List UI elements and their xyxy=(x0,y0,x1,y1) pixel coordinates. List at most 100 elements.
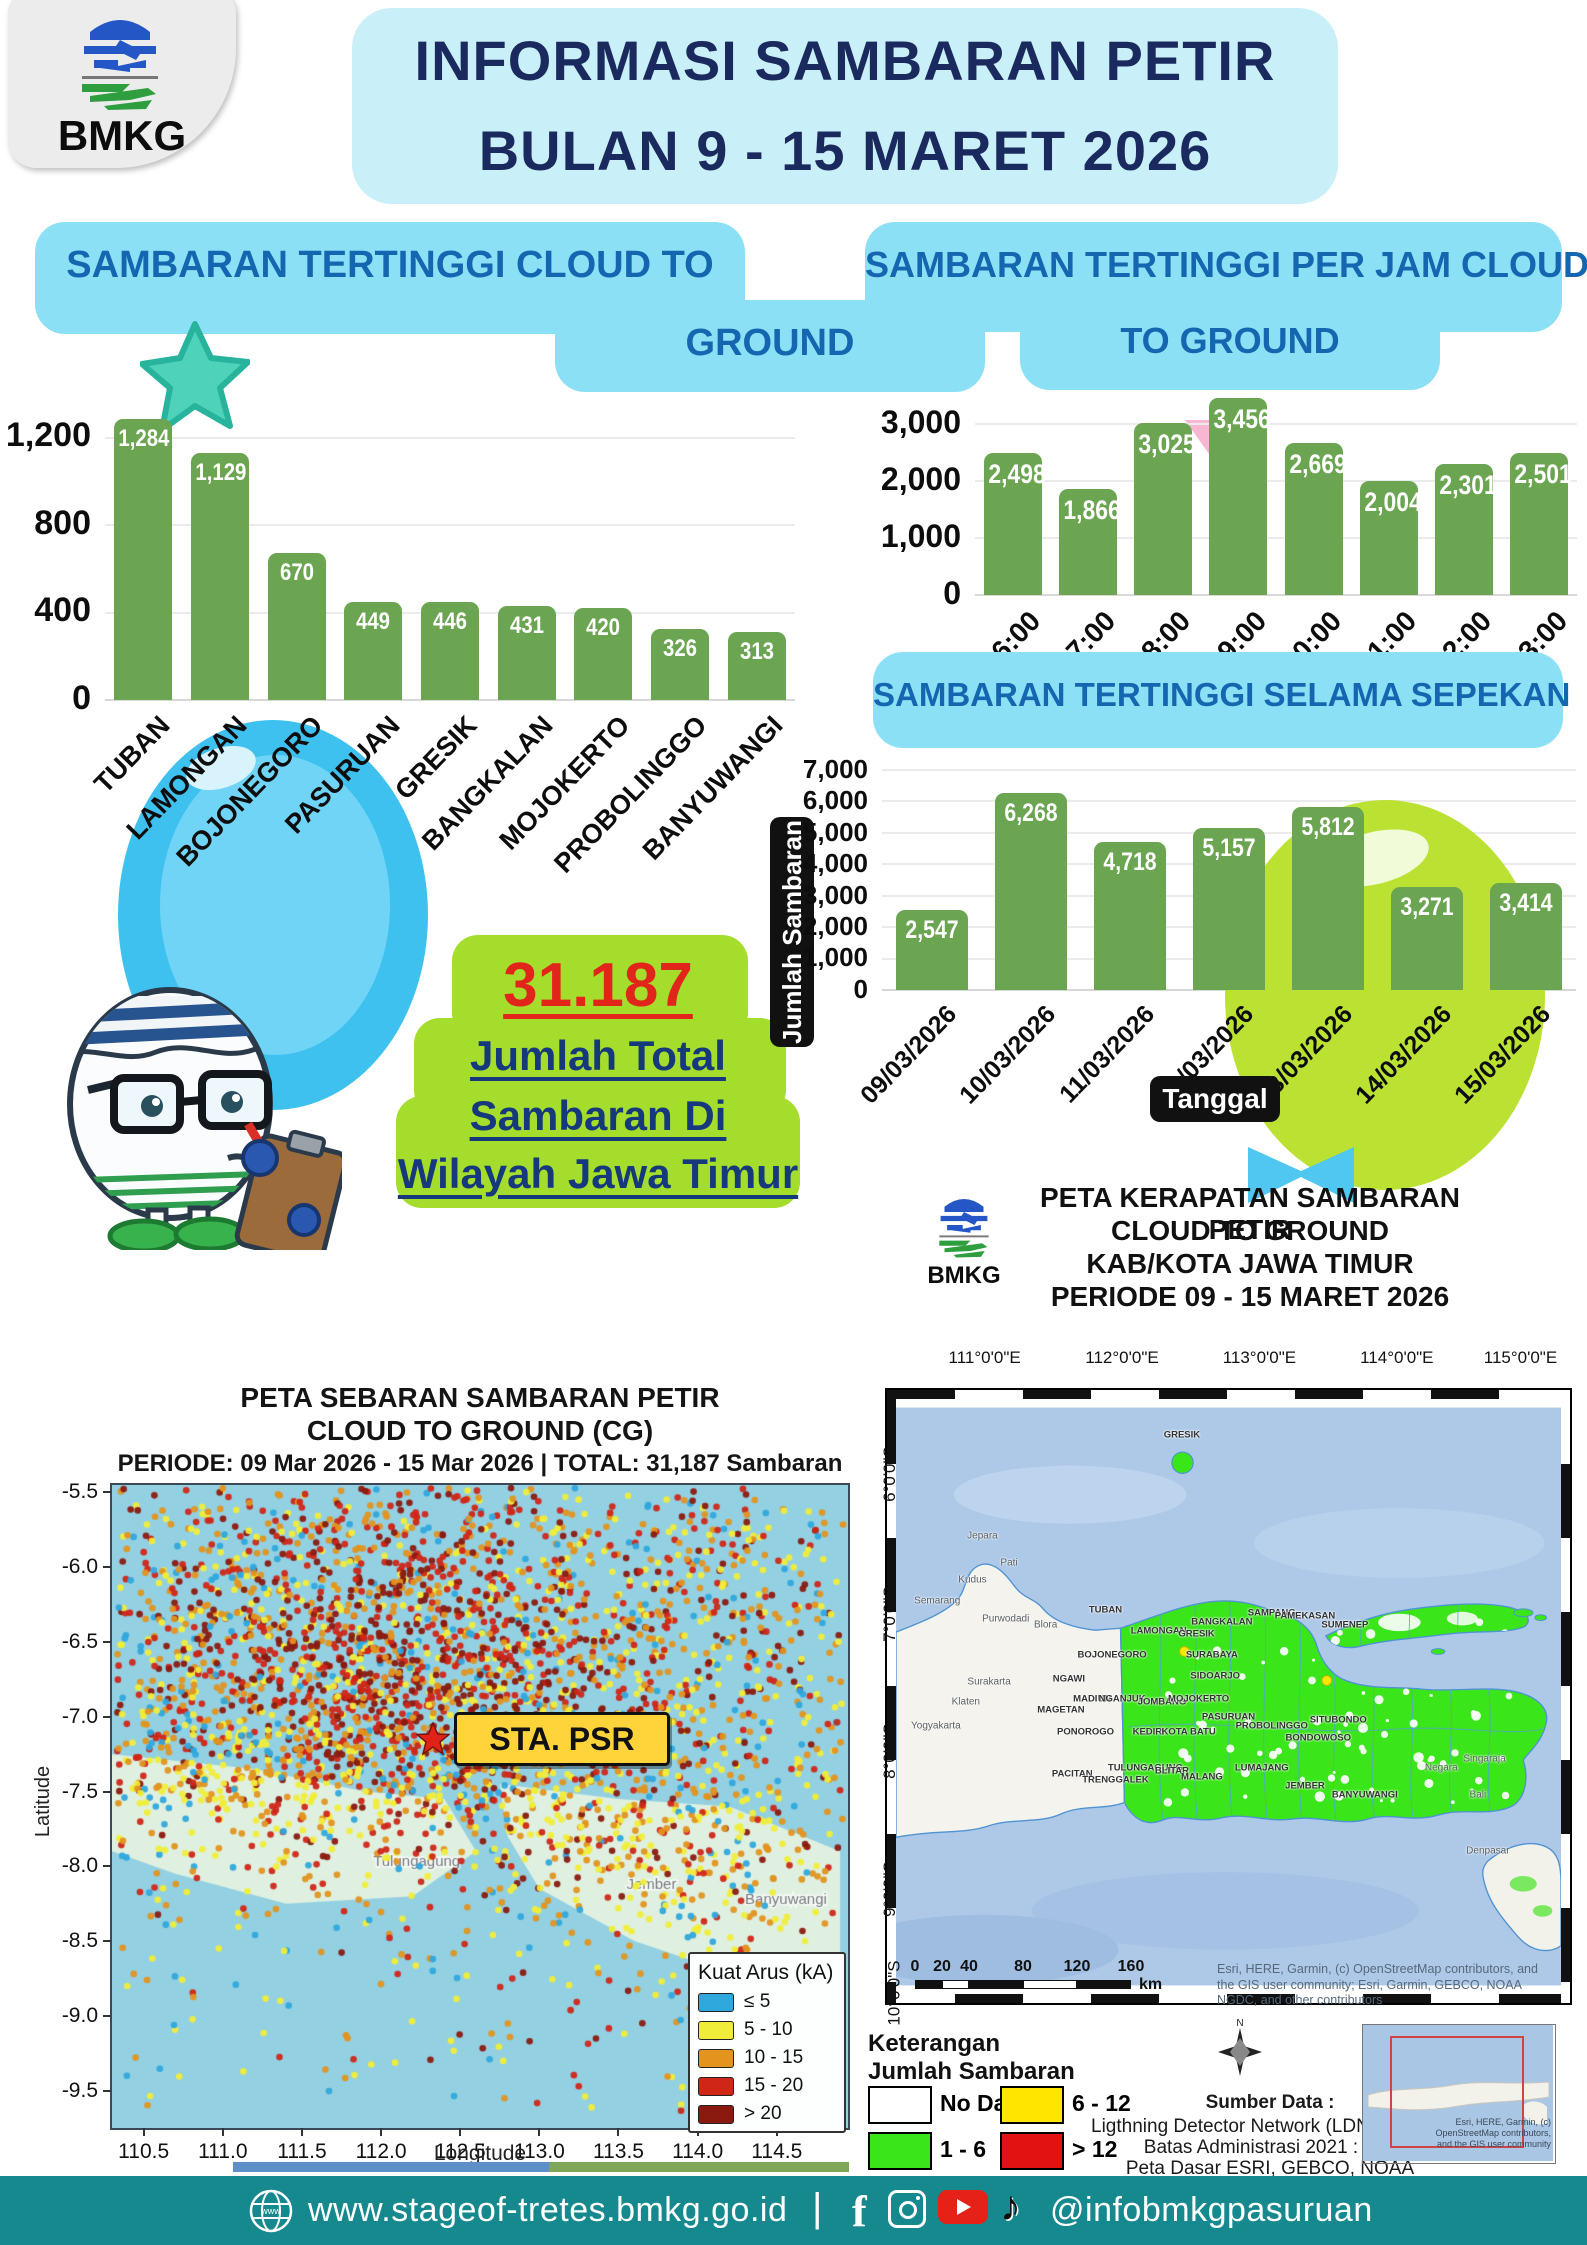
bar-21:00: 2,004 xyxy=(1360,481,1422,595)
frame-strip-left xyxy=(887,1390,896,2003)
bar-value-label: 3,271 xyxy=(1400,893,1454,921)
basemap-city-label: Blora xyxy=(1033,1619,1058,1631)
scatter-ytick: -8.5 xyxy=(61,1929,98,1953)
basemap-city-label: Negara xyxy=(1424,1762,1458,1774)
density-xtick: 114°0'0"E xyxy=(1360,1348,1434,1367)
scatter-xtick: 113.0 xyxy=(513,2140,565,2163)
star-icon xyxy=(140,321,250,433)
y-tick-label: 2,000 xyxy=(880,461,961,498)
weekly-bar-chart: 0 1,000 2,000 3,000 4,000 5,000 6,000 7,000 2,54… xyxy=(803,754,1576,1190)
density-ytick-left: 10°0'0"S xyxy=(884,1960,904,2026)
inset-map-graphic xyxy=(1363,2025,1553,2161)
bar-16:00: 2,498 xyxy=(984,453,1046,595)
bar-value-label: 3,456 xyxy=(1213,404,1271,434)
basemap-city-label: Klaten xyxy=(951,1696,980,1708)
scatter-xtick: 110.5 xyxy=(118,2140,170,2163)
bar-BANGKALAN: 431 xyxy=(498,606,556,700)
youtube-icon xyxy=(938,2190,988,2224)
regency-label: MAGETAN xyxy=(1037,1704,1085,1716)
regency-label: GRESIK xyxy=(1163,1429,1201,1441)
scatter-xtick: 111.0 xyxy=(198,2140,248,2163)
density-legend-label: 1 - 6 xyxy=(940,2136,987,2162)
bar-value-label: 1,866 xyxy=(1063,495,1121,525)
bar-value-label: 431 xyxy=(509,612,545,639)
scatter-ytick: -9.5 xyxy=(61,2078,98,2102)
bar-value-label: 3,414 xyxy=(1499,889,1553,917)
total-line3: Wilayah Jawa Timur xyxy=(397,1150,799,1197)
compass-icon: N xyxy=(1218,2018,1262,2076)
bar-value-label: 2,004 xyxy=(1364,487,1422,517)
footer-divider: | xyxy=(812,2186,823,2230)
regency-label: BLITAR xyxy=(1154,1765,1190,1777)
svg-text:N: N xyxy=(1236,2018,1243,2029)
bar-value-label: 6,268 xyxy=(1004,799,1058,827)
y-tick-label: 0 xyxy=(853,973,868,1004)
regency-label: SURABAYA xyxy=(1185,1649,1238,1661)
east-java-landmass xyxy=(1119,1600,1548,1824)
scatter-title-line3: PERIODE: 09 Mar 2026 - 15 Mar 2026 | TOT… xyxy=(117,1450,843,1477)
legend-item: ≤ 5 xyxy=(698,1991,836,2013)
bar-10/03/2026: 6,268 xyxy=(995,793,1067,990)
regency-label: PROBOLINGGO xyxy=(1235,1720,1308,1732)
density-legend-swatch xyxy=(868,2132,932,2170)
total-box-tier3 xyxy=(396,1096,800,1208)
basemap-city-label: Purwodadi xyxy=(982,1613,1030,1625)
regency-label: BONDOWOSO xyxy=(1285,1732,1351,1744)
density-ytick-left: 8°0'0"S xyxy=(879,1723,899,1780)
lime-circle-decoration xyxy=(1225,800,1545,1190)
frame-strip-right xyxy=(1561,1390,1570,2003)
density-legend-swatch xyxy=(1000,2086,1064,2124)
density-xtick: 112°0'0"E xyxy=(1085,1348,1159,1367)
bar-18:00: 3,025 xyxy=(1134,423,1196,595)
regency-label: TRENGGALEK xyxy=(1082,1774,1149,1786)
bar-20:00: 2,669 xyxy=(1285,443,1347,595)
hourly-title-tab xyxy=(1020,298,1440,390)
source-line1: Ligthning Detector Network (LDN) - BMKG xyxy=(1091,2116,1449,2137)
y-tick-label: 4,000 xyxy=(802,848,868,879)
legend-label: 15 - 20 xyxy=(744,2075,804,2096)
divider-bar-blue xyxy=(233,2162,549,2172)
page-title-line2: BULAN 9 - 15 MARET 2026 xyxy=(478,119,1212,182)
regency-label: TUBAN xyxy=(1088,1604,1123,1616)
regency-label: MOJOKERTO xyxy=(1168,1693,1230,1705)
facebook-icon: f xyxy=(852,2187,867,2236)
hourly-title-line2: TO GROUND xyxy=(1120,320,1340,361)
scalebar-tick: 20 xyxy=(933,1958,951,1975)
basemap-city-label: Bali xyxy=(1469,1789,1487,1801)
regency-label: MALANG xyxy=(1181,1771,1223,1783)
frame-strip-top xyxy=(887,1390,1570,1399)
java-choropleth-map xyxy=(896,1407,1561,1986)
density-top-ticks: 111°0'0"E 112°0'0"E 113°0'0"E 114°0'0"E 115°… xyxy=(885,1348,1572,1372)
scatter-xtick: 114.0 xyxy=(672,2140,724,2163)
legend-swatch xyxy=(698,1992,734,2012)
y-tick-label: 6,000 xyxy=(802,785,868,816)
scatter-legend: Kuat Arus (kA) ≤ 5 5 - 10 10 - 15 15 - 20 > … xyxy=(688,1952,846,2133)
footer-handle: @infobmkgpasuruan xyxy=(1050,2191,1373,2229)
legend-swatch xyxy=(698,2104,734,2124)
regency-label: NGAWI xyxy=(1052,1673,1085,1685)
legend-swatch xyxy=(698,2076,734,2096)
regency-label: LAMONGAN xyxy=(1130,1625,1187,1637)
bar-value-label: 3,025 xyxy=(1138,429,1196,459)
scatter-ytick: -7.5 xyxy=(61,1779,98,1803)
cities-bar-chart: 0 400 800 1,200 1,284 TUBAN 1,129 LAMONGAN 670 BO… xyxy=(6,416,795,879)
y-tick-label: 1,000 xyxy=(802,942,868,973)
bar-value-label: 313 xyxy=(739,638,775,665)
bar-value-label: 4,718 xyxy=(1103,848,1157,876)
y-tick-label: 0 xyxy=(72,678,91,717)
bar-PROBOLINGGO: 326 xyxy=(651,629,709,700)
bar-value-label: 420 xyxy=(585,614,621,641)
regency-label: PAMEKASAN xyxy=(1274,1610,1336,1622)
scatter-ytick: -6.0 xyxy=(61,1555,98,1579)
bar-value-label: 1,284 xyxy=(118,425,170,452)
y-tick-label: 5,000 xyxy=(802,816,868,847)
scatter-xtick: 113.5 xyxy=(592,2140,644,2163)
bar-14/03/2026: 3,271 xyxy=(1391,887,1463,990)
central-java-landmass xyxy=(896,1563,1126,1839)
x-category-label: BANYUWANGI xyxy=(636,710,789,866)
legend-item: > 20 xyxy=(698,2103,836,2125)
bar-value-label: 670 xyxy=(279,559,315,586)
scatter-axes: -5.5 -6.0 -6.5 -7.0 -7.5 -8.0 -8.5 -9.0 -9.5 110.… xyxy=(62,1480,848,2163)
scalebar-tick: 0 xyxy=(910,1958,920,1975)
bar-BOJONEGORO: 670 xyxy=(268,553,326,700)
